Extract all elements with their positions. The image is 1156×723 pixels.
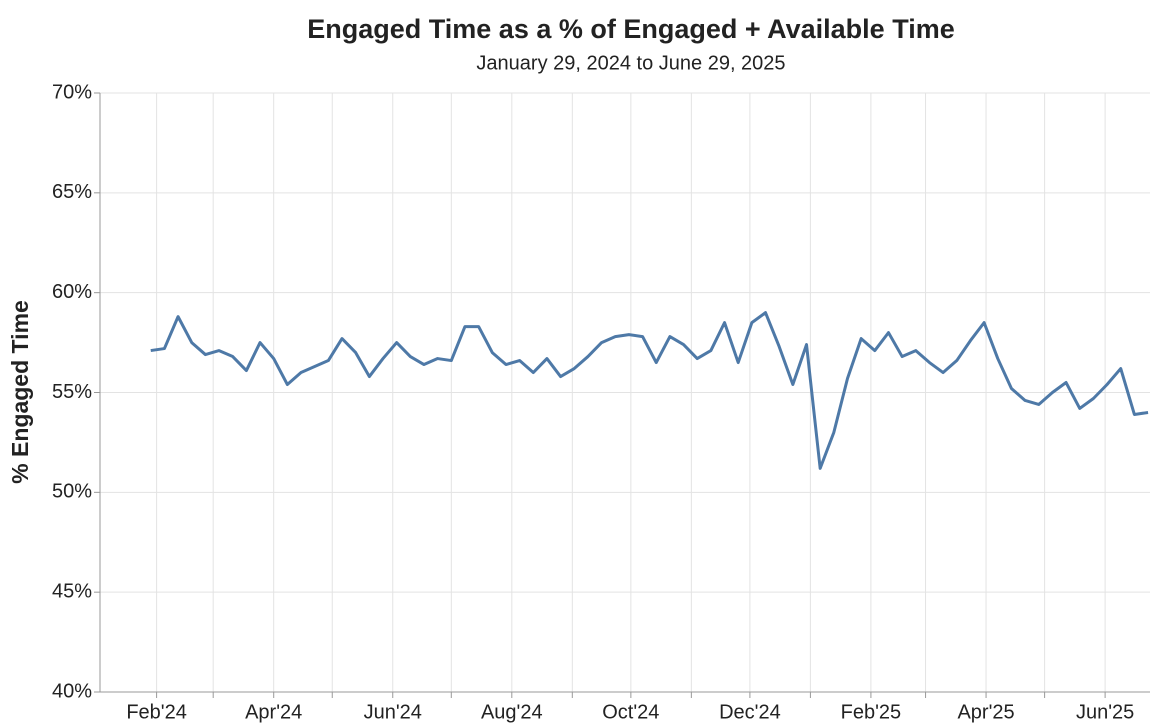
x-tick-label: Apr'24 [245,701,302,723]
x-tick-label: Dec'24 [719,701,781,723]
x-tick-label: Feb'25 [841,701,902,723]
y-tick-label: 60% [52,281,92,303]
y-tick-label: 65% [52,181,92,203]
y-tick-label: 55% [52,381,92,403]
y-tick-label: 45% [52,580,92,602]
y-axis-label: % Engaged Time [7,300,33,484]
y-tick-label: 50% [52,481,92,503]
x-tick-label: Apr'25 [957,701,1014,723]
chart-title: Engaged Time as a % of Engaged + Availab… [307,14,954,44]
y-tick-label: 70% [52,81,92,103]
chart-subtitle: January 29, 2024 to June 29, 2025 [476,52,785,74]
x-tick-label: Aug'24 [481,701,543,723]
x-tick-label: Feb'24 [126,701,187,723]
x-tick-label: Jun'25 [1076,701,1134,723]
x-tick-label: Jun'24 [364,701,422,723]
x-tick-label: Oct'24 [602,701,659,723]
y-tick-label: 40% [52,680,92,702]
data-line [150,311,1149,470]
